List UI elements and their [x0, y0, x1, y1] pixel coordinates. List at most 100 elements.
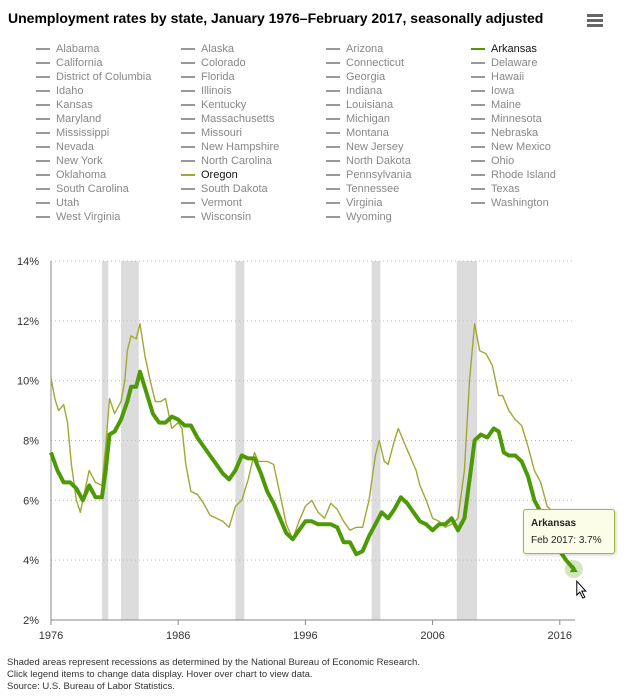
legend-label: Tennessee — [346, 183, 400, 195]
legend-item-alabama[interactable]: Alabama — [36, 42, 99, 56]
legend-item-south-dakota[interactable]: South Dakota — [181, 182, 268, 196]
legend-item-new-hampshire[interactable]: New Hampshire — [181, 140, 279, 154]
legend-label: Mississippi — [56, 127, 110, 139]
legend-label: Missouri — [201, 127, 242, 139]
legend-item-connecticut[interactable]: Connecticut — [326, 56, 404, 70]
legend-swatch — [326, 188, 340, 191]
legend-item-arkansas[interactable]: Arkansas — [471, 42, 537, 56]
legend-item-wyoming[interactable]: Wyoming — [326, 210, 392, 224]
legend-item-washington[interactable]: Washington — [471, 196, 549, 210]
legend-item-virginia[interactable]: Virginia — [326, 196, 383, 210]
legend-label: Utah — [56, 197, 80, 209]
legend-item-north-dakota[interactable]: North Dakota — [326, 154, 411, 168]
legend-item-pennsylvania[interactable]: Pennsylvania — [326, 168, 411, 182]
legend-item-missouri[interactable]: Missouri — [181, 126, 242, 140]
legend-item-florida[interactable]: Florida — [181, 70, 235, 84]
legend-item-colorado[interactable]: Colorado — [181, 56, 246, 70]
legend-swatch — [181, 90, 195, 93]
legend-label: Massachusetts — [201, 113, 275, 125]
legend-swatch — [471, 188, 485, 191]
legend-item-alaska[interactable]: Alaska — [181, 42, 234, 56]
legend-swatch — [326, 202, 340, 205]
legend-label: Oklahoma — [56, 169, 107, 181]
legend-item-district-of-columbia[interactable]: District of Columbia — [36, 70, 151, 84]
legend-item-south-carolina[interactable]: South Carolina — [36, 182, 129, 196]
data-point-marker — [569, 565, 578, 573]
legend-item-nevada[interactable]: Nevada — [36, 140, 94, 154]
y-tick-label: 10% — [17, 376, 39, 388]
legend-swatch — [36, 146, 50, 149]
legend-label: Louisiana — [346, 99, 394, 111]
legend-label: Oregon — [201, 169, 238, 181]
legend-swatch — [471, 132, 485, 135]
legend-swatch — [471, 62, 485, 65]
tooltip-value: Feb 2017: 3.7% — [531, 535, 602, 546]
legend-label: North Carolina — [201, 155, 272, 167]
legend-swatch — [471, 104, 485, 107]
legend-item-tennessee[interactable]: Tennessee — [326, 182, 399, 196]
legend-label: Indiana — [346, 85, 383, 97]
legend-item-new-mexico[interactable]: New Mexico — [471, 140, 551, 154]
legend-label: South Dakota — [201, 183, 268, 195]
legend-item-delaware[interactable]: Delaware — [471, 56, 537, 70]
legend-label: New Jersey — [346, 141, 404, 153]
legend-label: Minnesota — [491, 113, 542, 125]
hamburger-menu-icon[interactable] — [587, 14, 603, 28]
legend-item-arizona[interactable]: Arizona — [326, 42, 383, 56]
legend-label: Hawaii — [491, 71, 525, 83]
legend-item-illinois[interactable]: Illinois — [181, 84, 232, 98]
legend-item-west-virginia[interactable]: West Virginia — [36, 210, 120, 224]
y-tick-label: 14% — [17, 256, 39, 268]
legend-item-oklahoma[interactable]: Oklahoma — [36, 168, 106, 182]
legend-item-georgia[interactable]: Georgia — [326, 70, 385, 84]
legend-item-indiana[interactable]: Indiana — [326, 84, 382, 98]
legend-item-louisiana[interactable]: Louisiana — [326, 98, 393, 112]
legend-item-michigan[interactable]: Michigan — [326, 112, 390, 126]
legend-item-ohio[interactable]: Ohio — [471, 154, 514, 168]
legend-label: California — [56, 57, 103, 69]
legend-item-minnesota[interactable]: Minnesota — [471, 112, 542, 126]
legend-swatch — [36, 76, 50, 79]
legend-item-texas[interactable]: Texas — [471, 182, 520, 196]
legend-item-north-carolina[interactable]: North Carolina — [181, 154, 272, 168]
legend-swatch — [181, 62, 195, 65]
legend-label: Delaware — [491, 57, 538, 69]
legend-item-kansas[interactable]: Kansas — [36, 98, 93, 112]
legend-label: Vermont — [201, 197, 242, 209]
legend-item-california[interactable]: California — [36, 56, 102, 70]
legend-item-wisconsin[interactable]: Wisconsin — [181, 210, 251, 224]
legend-item-iowa[interactable]: Iowa — [471, 84, 514, 98]
legend-label: Florida — [201, 71, 235, 83]
legend-swatch — [181, 188, 195, 191]
legend-label: Idaho — [56, 85, 84, 97]
legend-swatch — [471, 118, 485, 121]
legend-label: Connecticut — [346, 57, 405, 69]
legend-item-new-jersey[interactable]: New Jersey — [326, 140, 403, 154]
line-chart[interactable]: 2% 4% 6% 8% 10% 12% 14% 1976 1986 1996 2006 2016 — [0, 250, 630, 650]
legend-label: Maine — [491, 99, 521, 111]
legend-item-kentucky[interactable]: Kentucky — [181, 98, 246, 112]
legend-label: Rhode Island — [491, 169, 556, 181]
legend-item-maine[interactable]: Maine — [471, 98, 521, 112]
legend-swatch — [471, 202, 485, 205]
legend-item-idaho[interactable]: Idaho — [36, 84, 84, 98]
legend-item-hawaii[interactable]: Hawaii — [471, 70, 524, 84]
legend-swatch — [326, 90, 340, 93]
legend-item-oregon[interactable]: Oregon — [181, 168, 238, 182]
legend-item-mississippi[interactable]: Mississippi — [36, 126, 109, 140]
legend-item-rhode-island[interactable]: Rhode Island — [471, 168, 556, 182]
legend-item-vermont[interactable]: Vermont — [181, 196, 242, 210]
legend-item-maryland[interactable]: Maryland — [36, 112, 101, 126]
tooltip: Arkansas Feb 2017: 3.7% — [523, 509, 615, 554]
legend-item-massachusetts[interactable]: Massachusetts — [181, 112, 274, 126]
legend-label: Alaska — [201, 43, 235, 55]
legend-item-montana[interactable]: Montana — [326, 126, 389, 140]
legend-label: Nevada — [56, 141, 94, 153]
legend-item-utah[interactable]: Utah — [36, 196, 79, 210]
y-tick-label: 6% — [23, 495, 39, 507]
legend-swatch — [326, 146, 340, 149]
legend-item-new-york[interactable]: New York — [36, 154, 102, 168]
legend-swatch — [181, 48, 195, 51]
legend-item-nebraska[interactable]: Nebraska — [471, 126, 538, 140]
legend-label: Alabama — [56, 43, 100, 55]
